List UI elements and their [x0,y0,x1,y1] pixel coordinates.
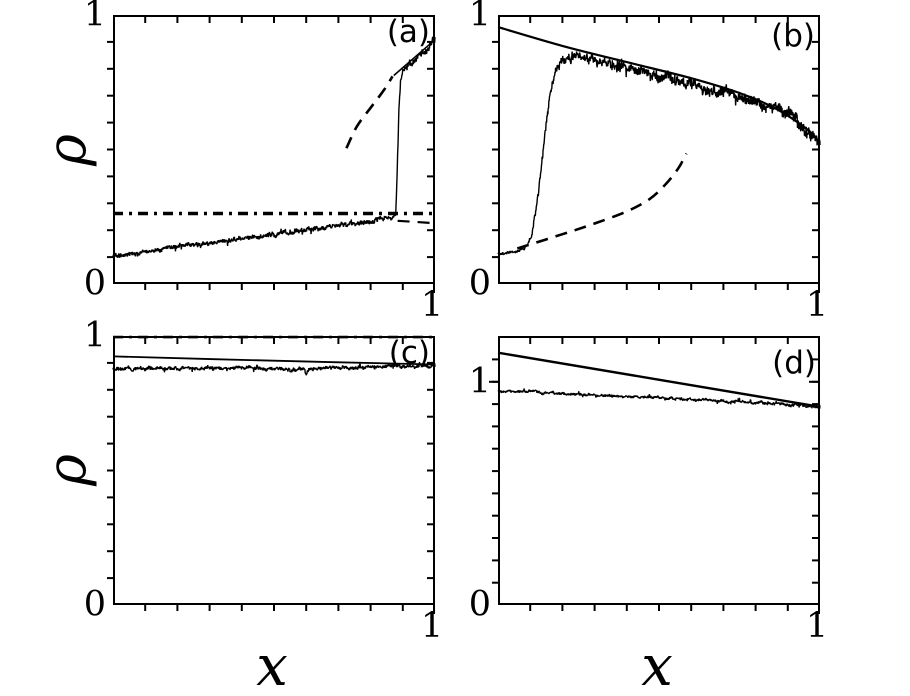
x-axis-label-right-column: x [641,634,673,696]
y-axis-label-rho-bottom-row: ρ [35,454,98,486]
y-axis-label-rho-top-row: ρ [35,134,98,166]
panel-c-xtick-label-1: 1 [420,606,444,646]
panel-b: (b) 1 0 1 [469,0,828,323]
panel-a-ytick-label-0: 0 [83,263,106,304]
panel-a-plot-area [107,15,436,293]
panel-c-plot-area [107,335,436,614]
panel-a-xtick-label-1: 1 [420,285,444,325]
panel-d: (d) 1 0 1 [469,336,828,644]
panel-c: (c) 1 0 1 [84,318,443,644]
panel-d-xtick-label-1: 1 [805,606,829,646]
panel-b-xtick-label-1: 1 [805,285,829,325]
x-axis-label-left-column: x [256,634,288,696]
panel-c-ytick-label-1: 1 [83,315,106,356]
panel-d-ytick-label-1: 1 [468,361,491,402]
panel-c-ytick-label-0: 0 [83,584,106,625]
panel-b-letter-label: (b) [771,18,815,54]
panel-d-plot-area [489,336,821,614]
panel-d-ytick-label-0: 0 [468,584,491,625]
panel-b-ytick-label-0: 0 [468,263,491,304]
panel-b-plot-area [492,15,821,293]
panel-d-letter-label: (d) [772,345,816,381]
panel-b-ytick-label-1: 1 [468,0,491,35]
panel-a: (a) 1 0 1 [84,0,443,323]
panel-a-letter-label: (a) [386,14,430,50]
panel-a-ytick-label-1: 1 [83,0,106,35]
panel-c-letter-label: (c) [388,335,430,371]
